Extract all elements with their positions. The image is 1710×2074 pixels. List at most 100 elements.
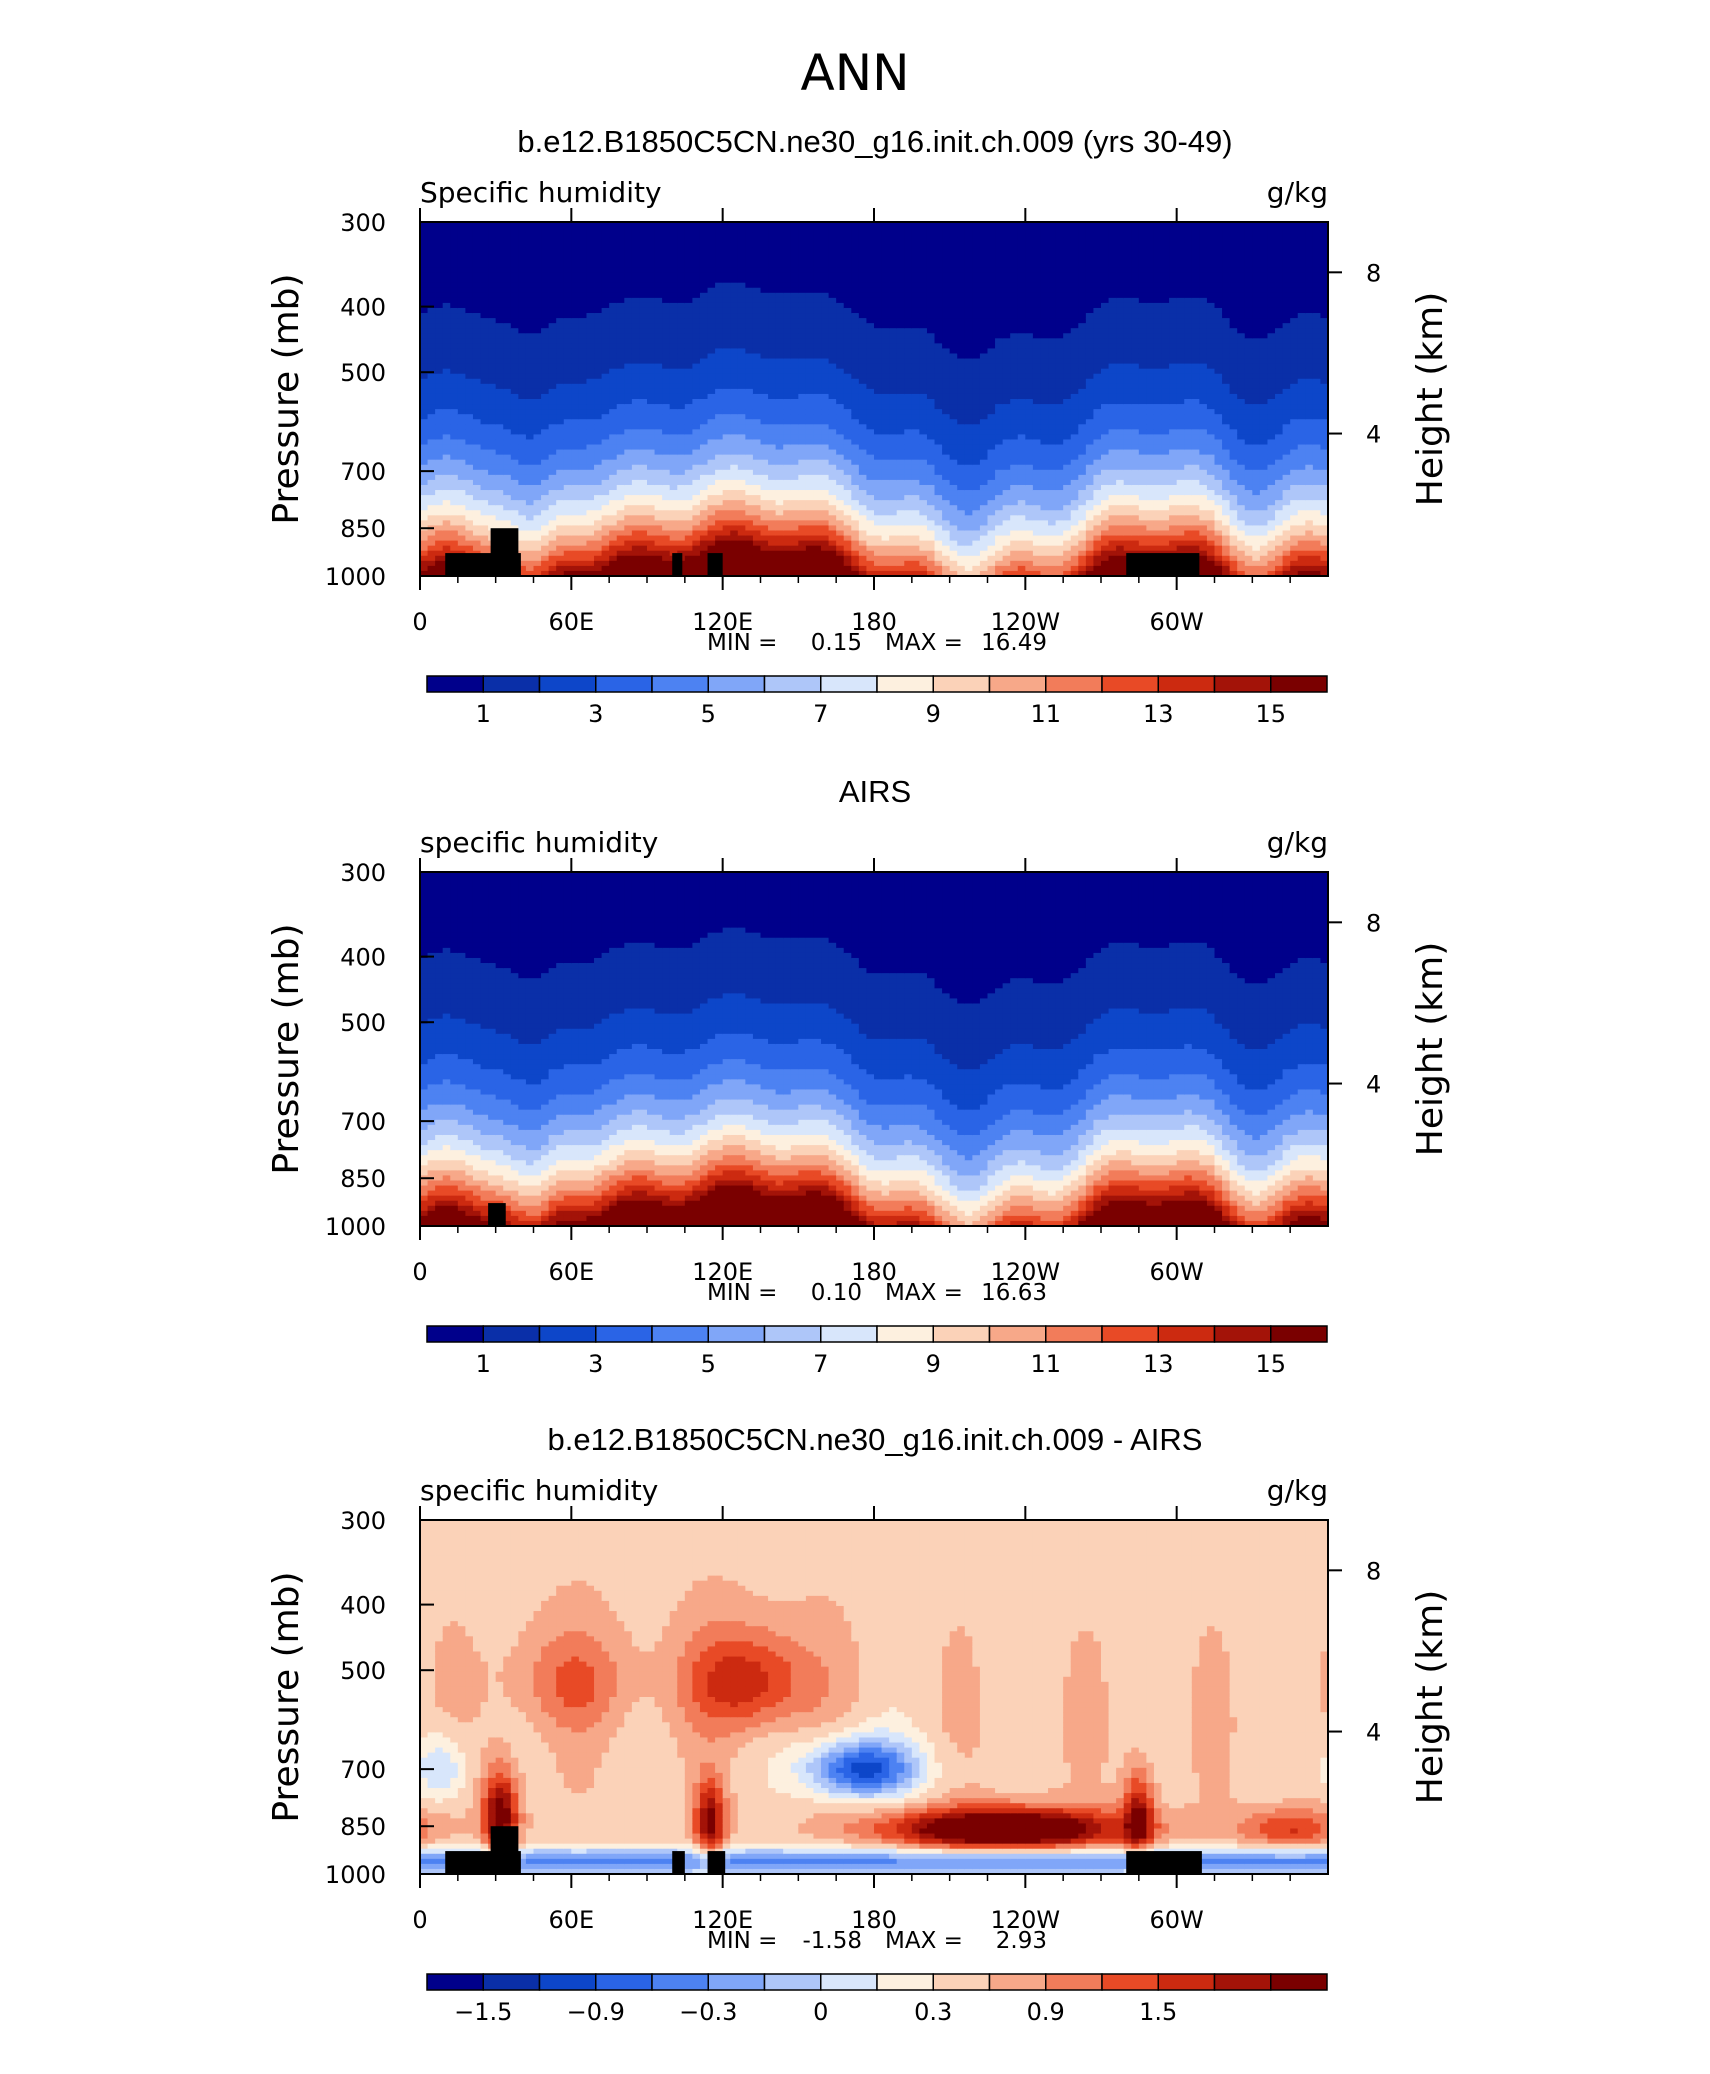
heatmap-cell xyxy=(783,343,792,350)
heatmap-cell xyxy=(684,237,693,243)
heatmap-cell xyxy=(662,262,671,269)
heatmap-cell xyxy=(737,323,746,329)
heatmap-cell xyxy=(836,429,845,435)
heatmap-cell xyxy=(730,363,739,370)
heatmap-cell xyxy=(858,237,868,243)
heatmap-cell xyxy=(821,530,830,537)
heatmap-cell xyxy=(495,393,504,400)
heatmap-cell xyxy=(760,267,769,274)
heatmap-cell xyxy=(699,570,709,577)
heatmap-cell xyxy=(465,358,474,365)
heatmap-cell xyxy=(488,378,497,385)
heatmap-cell xyxy=(722,540,731,547)
heatmap-cell xyxy=(654,318,663,324)
heatmap-cell xyxy=(601,444,610,451)
heatmap-cell xyxy=(904,469,913,476)
heatmap-cell xyxy=(420,363,429,370)
heatmap-cell xyxy=(752,479,762,486)
heatmap-cell xyxy=(556,302,565,309)
heatmap-cell xyxy=(828,307,837,314)
heatmap-cell xyxy=(480,297,489,304)
heatmap-cell xyxy=(586,388,595,395)
heatmap-cell xyxy=(919,388,928,395)
heatmap-cell xyxy=(677,393,686,400)
heatmap-cell xyxy=(843,378,852,385)
heatmap-cell xyxy=(442,469,451,476)
heatmap-cell xyxy=(881,525,890,532)
heatmap-cell xyxy=(488,257,497,264)
heatmap-cell xyxy=(896,449,905,456)
heatmap-cell xyxy=(919,560,928,567)
heatmap-cell xyxy=(548,520,557,527)
heatmap-cell xyxy=(541,292,550,299)
heatmap-cell xyxy=(866,343,875,350)
heatmap-cell xyxy=(472,383,482,390)
heatmap-cell xyxy=(654,550,663,557)
heatmap-cell xyxy=(647,252,656,258)
heatmap-cell xyxy=(616,378,625,385)
heatmap-cell xyxy=(821,570,830,577)
heatmap-cell xyxy=(768,429,777,435)
heatmap-cell xyxy=(821,520,830,527)
heatmap-cell xyxy=(768,328,777,334)
heatmap-cell xyxy=(480,302,489,309)
heatmap-cell xyxy=(578,358,588,365)
heatmap-cell xyxy=(624,565,633,572)
heatmap-cell xyxy=(692,479,701,486)
heatmap-cell xyxy=(874,272,883,279)
heatmap-cell xyxy=(427,378,436,385)
heatmap-cell xyxy=(889,495,898,501)
heatmap-cell xyxy=(647,479,656,486)
heatmap-cell xyxy=(669,358,678,365)
heatmap-cell xyxy=(624,297,633,304)
heatmap-cell xyxy=(775,560,784,567)
heatmap-cell xyxy=(631,232,641,238)
heatmap-cell xyxy=(639,393,648,400)
heatmap-cell xyxy=(692,338,701,344)
heatmap-cell xyxy=(919,515,928,521)
heatmap-cell xyxy=(495,444,504,451)
heatmap-cell xyxy=(442,530,451,537)
heatmap-cell xyxy=(821,363,830,370)
heatmap-cell xyxy=(495,353,504,360)
heatmap-cell xyxy=(594,343,603,350)
heatmap-cell xyxy=(533,383,542,390)
heatmap-cell xyxy=(450,353,459,360)
heatmap-cell xyxy=(821,338,830,344)
heatmap-cell xyxy=(783,419,792,425)
heatmap-cell xyxy=(631,454,641,461)
heatmap-cell xyxy=(692,323,701,329)
heatmap-cell xyxy=(896,292,905,299)
heatmap-cell xyxy=(866,525,875,532)
heatmap-cell xyxy=(821,328,830,334)
heatmap-cell xyxy=(699,474,709,481)
heatmap-cell xyxy=(601,232,610,238)
heatmap-cell xyxy=(934,570,943,577)
heatmap-cell xyxy=(730,515,739,521)
heatmap-cell xyxy=(699,272,709,279)
heatmap-cell xyxy=(571,515,580,521)
heatmap-cell xyxy=(654,500,663,506)
heatmap-cell xyxy=(775,378,784,385)
heatmap-cell xyxy=(752,378,762,385)
heatmap-cell xyxy=(904,429,913,435)
heatmap-cell xyxy=(586,363,595,370)
heatmap-cell xyxy=(684,373,693,380)
heatmap-cell xyxy=(752,302,762,309)
heatmap-cell xyxy=(821,444,830,451)
heatmap-cell xyxy=(926,227,936,233)
heatmap-cell xyxy=(851,545,860,552)
heatmap-cell xyxy=(541,560,550,567)
heatmap-cell xyxy=(510,333,519,339)
heatmap-cell xyxy=(571,242,580,248)
heatmap-cell xyxy=(647,565,656,572)
heatmap-cell xyxy=(926,232,936,238)
heatmap-cell xyxy=(609,252,618,258)
heatmap-cell xyxy=(457,323,466,329)
heatmap-cell xyxy=(609,343,618,350)
heatmap-cell xyxy=(624,242,633,248)
heatmap-cell xyxy=(858,267,868,274)
heatmap-cell xyxy=(669,540,678,547)
heatmap-cell xyxy=(858,399,868,405)
heatmap-cell xyxy=(578,232,588,238)
